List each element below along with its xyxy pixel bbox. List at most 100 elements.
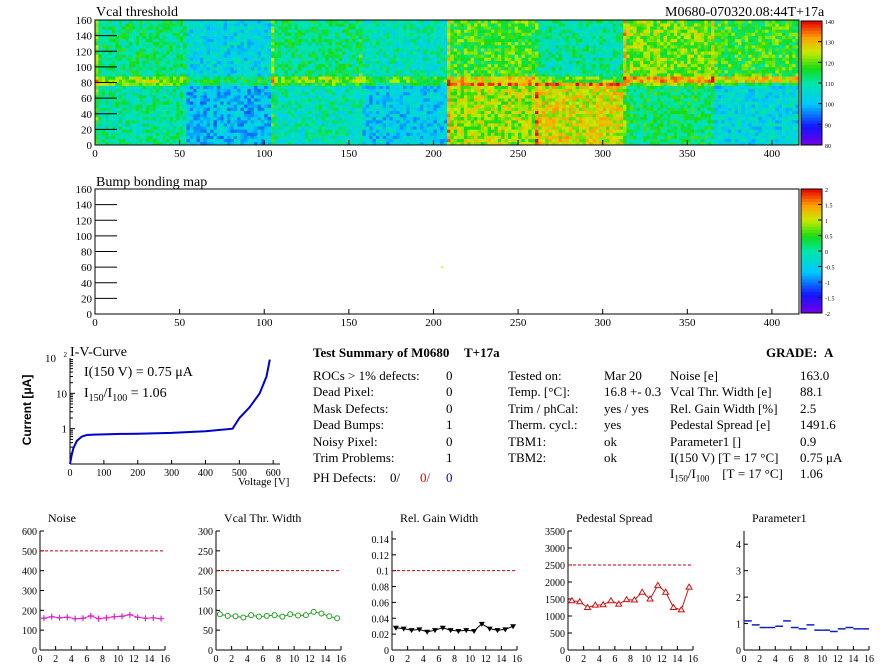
heatmap-cell	[186, 98, 191, 102]
heatmap-cell	[132, 95, 136, 99]
heatmap-cell	[562, 107, 566, 111]
heatmap-cell	[315, 129, 319, 133]
heatmap-cell	[179, 101, 184, 105]
heatmap-cell	[721, 70, 725, 74]
heatmap-cell	[450, 88, 455, 93]
heatmap-cell	[315, 116, 319, 121]
heatmap-cell	[656, 95, 661, 99]
heatmap-cell	[179, 126, 184, 130]
heatmap-cell	[697, 135, 702, 140]
heatmap-cell	[291, 82, 295, 86]
heatmap-cell	[193, 101, 197, 105]
heatmap-cell	[545, 138, 549, 143]
heatmap-cell	[480, 126, 485, 130]
heatmap-cell	[457, 135, 461, 140]
heatmap-cell	[135, 138, 140, 143]
heatmap-cell	[125, 107, 130, 111]
heatmap-cell	[626, 88, 631, 93]
heatmap-cell	[531, 110, 536, 115]
heatmap-cell	[748, 110, 752, 115]
heatmap-cell	[230, 76, 235, 80]
heatmap-cell	[558, 116, 563, 121]
heatmap-cell	[328, 120, 333, 124]
heatmap-cell	[348, 129, 353, 133]
heatmap-cell	[152, 113, 157, 118]
heatmap-cell	[433, 135, 438, 140]
heatmap-cell	[660, 120, 664, 124]
heatmap-cell	[795, 95, 800, 99]
heatmap-cell	[169, 110, 174, 115]
heatmap-cell	[355, 82, 360, 86]
heatmap-cell	[267, 98, 272, 102]
heatmap-cell	[176, 116, 180, 121]
heatmap-cell	[511, 135, 515, 140]
heatmap-cell	[771, 79, 776, 83]
heatmap-cell	[257, 110, 262, 115]
heatmap-cell	[331, 101, 336, 105]
heatmap-cell	[409, 141, 414, 146]
heatmap-cell	[565, 113, 570, 118]
heatmap-cell	[501, 88, 505, 93]
heatmap-cell	[230, 88, 235, 93]
heatmap-cell	[731, 135, 735, 140]
heatmap-cell	[673, 82, 678, 86]
heatmap-cell	[365, 98, 370, 102]
heatmap-cell	[619, 126, 624, 130]
heatmap-cell	[196, 70, 201, 74]
heatmap-cell	[315, 70, 319, 74]
heatmap-cell	[700, 126, 705, 130]
heatmap-cell	[291, 73, 295, 77]
heatmap-cell	[721, 116, 725, 121]
heatmap-cell	[443, 76, 448, 80]
heatmap-cell	[250, 101, 255, 105]
heatmap-cell	[369, 120, 373, 124]
heatmap-cell	[135, 76, 140, 80]
heatmap-cell	[108, 141, 113, 146]
heatmap-cell	[694, 135, 698, 140]
heatmap-cell	[650, 132, 654, 136]
heatmap-cell	[271, 126, 275, 130]
heatmap-cell	[382, 113, 387, 118]
heatmap-cell	[423, 126, 427, 130]
heatmap-cell	[562, 132, 566, 136]
heatmap-cell	[220, 95, 224, 99]
heatmap-cell	[521, 79, 526, 83]
heatmap-cell	[210, 101, 214, 105]
heatmap-cell	[98, 82, 103, 86]
heatmap-cell	[541, 101, 546, 105]
heatmap-cell	[294, 70, 299, 74]
heatmap-cell	[172, 126, 177, 130]
heatmap-cell	[700, 141, 705, 146]
heatmap-cell	[338, 135, 343, 140]
heatmap-cell	[352, 120, 356, 124]
heatmap-cell	[545, 91, 549, 96]
heatmap-cell	[677, 138, 681, 143]
heatmap-cell	[724, 107, 729, 111]
heatmap-cell	[697, 98, 702, 102]
heatmap-cell	[680, 79, 685, 83]
heatmap-cell	[281, 98, 285, 102]
heatmap-cell	[166, 98, 170, 102]
heatmap-cell	[629, 126, 634, 130]
heatmap-cell	[342, 101, 346, 105]
heatmap-cell	[450, 135, 455, 140]
heatmap-cell	[257, 129, 262, 133]
heatmap-cell	[247, 113, 251, 118]
heatmap-cell	[240, 141, 245, 146]
heatmap-cell	[430, 88, 434, 93]
heatmap-cell	[430, 120, 434, 124]
heatmap-cell	[362, 135, 367, 140]
heatmap-cell	[176, 95, 180, 99]
heatmap-cell	[318, 107, 323, 111]
heatmap-cell	[237, 135, 241, 140]
heatmap-cell	[183, 70, 187, 74]
heatmap-cell	[291, 107, 295, 111]
heatmap-cell	[595, 116, 600, 121]
heatmap-cell	[213, 98, 218, 102]
heatmap-cell	[494, 85, 499, 90]
heatmap-cell	[521, 88, 526, 93]
heatmap-cell	[521, 116, 526, 121]
heatmap-cell	[294, 91, 299, 96]
heatmap-cell	[254, 95, 258, 99]
heatmap-cell	[227, 135, 231, 140]
